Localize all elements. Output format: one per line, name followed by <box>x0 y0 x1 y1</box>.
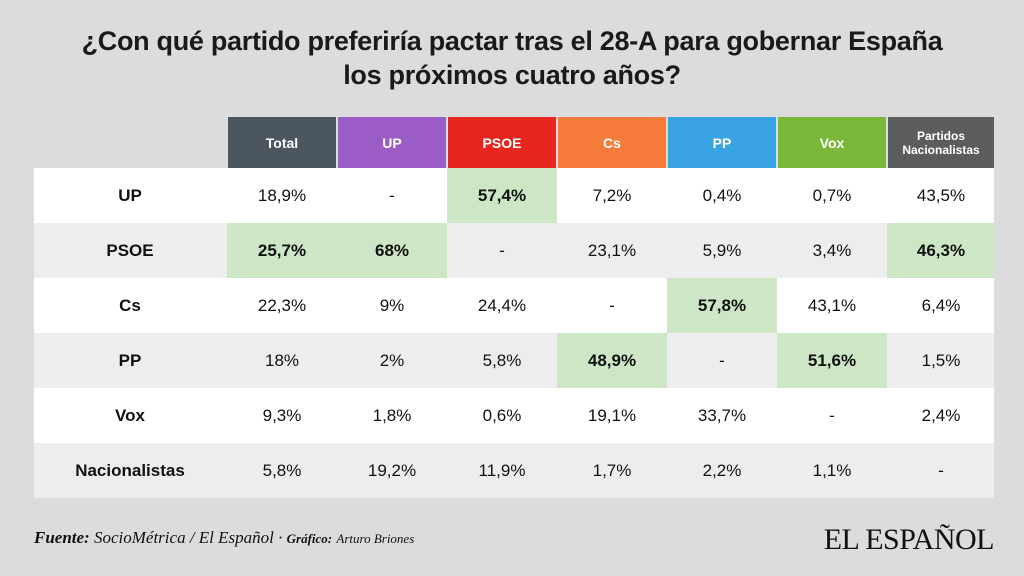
footer-separator: · <box>278 528 283 547</box>
table-cell: 23,1% <box>557 223 667 278</box>
table-cell: 1,8% <box>337 388 447 443</box>
header-corner <box>34 117 227 168</box>
table-cell: 57,4% <box>447 168 557 223</box>
table-cell: 3,4% <box>777 223 887 278</box>
table-row: PP 18% 2% 5,8% 48,9% -51,6% 1,5% <box>34 333 994 388</box>
table-body: UP 18,9% -57,4% 7,2% 0,4% 0,7% 43,5% PSOE 25,7% 6… <box>34 168 994 498</box>
table-cell: - <box>557 278 667 333</box>
table-row: Vox 9,3% 1,8% 0,6% 19,1% 33,7% -2,4% <box>34 388 994 443</box>
table-cell: 2,4% <box>887 388 994 443</box>
title-line-2: los próximos cuatro años? <box>343 60 681 90</box>
row-label: UP <box>34 168 227 223</box>
table-cell: 2% <box>337 333 447 388</box>
table-cell: 2,2% <box>667 443 777 498</box>
column-header-psoe: PSOE <box>446 117 557 168</box>
table-cell: 43,1% <box>777 278 887 333</box>
header-row: Total UP PSOE Cs PP Vox Partidos Nacionalistas <box>34 117 994 168</box>
graphic-text: Arturo Briones <box>336 531 415 546</box>
graphic-label: Gráfico: <box>286 531 333 546</box>
column-header-vox: Vox <box>776 117 887 168</box>
table-cell: - <box>777 388 887 443</box>
source-text: SocioMétrica / El Español <box>93 528 274 547</box>
table-cell: 43,5% <box>887 168 994 223</box>
table-cell: 7,2% <box>557 168 667 223</box>
source-footer: Fuente: SocioMétrica / El Español · Gráf… <box>34 528 414 548</box>
title-line-1: ¿Con qué partido preferiría pactar tras … <box>81 26 943 56</box>
table-row: Nacionalistas 5,8% 19,2% 11,9% 1,7% 2,2% 1,1% - <box>34 443 994 498</box>
table-cell: 0,4% <box>667 168 777 223</box>
table-cell: - <box>447 223 557 278</box>
table-cell: 57,8% <box>667 278 777 333</box>
table-cell: 18,9% <box>227 168 337 223</box>
table-cell: 18% <box>227 333 337 388</box>
el-espanol-logo: EL ESPAÑOL <box>823 523 995 556</box>
table-cell: - <box>667 333 777 388</box>
source-label: Fuente: <box>34 528 90 547</box>
chart-title: ¿Con qué partido preferiría pactar tras … <box>0 24 1024 92</box>
table-cell: 5,8% <box>447 333 557 388</box>
row-label: PSOE <box>34 223 227 278</box>
row-label: Cs <box>34 278 227 333</box>
table-cell: 24,4% <box>447 278 557 333</box>
table-cell: 9% <box>337 278 447 333</box>
table-cell: 19,2% <box>337 443 447 498</box>
row-label: PP <box>34 333 227 388</box>
column-header-partidos-nacionalistas: Partidos Nacionalistas <box>886 117 994 168</box>
table-cell: 51,6% <box>777 333 887 388</box>
table-cell: 33,7% <box>667 388 777 443</box>
table-cell: 1,5% <box>887 333 994 388</box>
column-header-pp: PP <box>666 117 777 168</box>
row-label: Vox <box>34 388 227 443</box>
table-cell: 1,1% <box>777 443 887 498</box>
table-cell: 5,8% <box>227 443 337 498</box>
table-cell: - <box>337 168 447 223</box>
table-cell: 22,3% <box>227 278 337 333</box>
table-cell: 11,9% <box>447 443 557 498</box>
table-cell: - <box>887 443 994 498</box>
table-cell: 5,9% <box>667 223 777 278</box>
table-cell: 46,3% <box>887 223 994 278</box>
table-row: UP 18,9% -57,4% 7,2% 0,4% 0,7% 43,5% <box>34 168 994 223</box>
table-cell: 68% <box>337 223 447 278</box>
results-table: Total UP PSOE Cs PP Vox Partidos Nacionalistas… <box>34 117 994 498</box>
table-cell: 25,7% <box>227 223 337 278</box>
table-cell: 0,6% <box>447 388 557 443</box>
table-cell: 48,9% <box>557 333 667 388</box>
column-header-total: Total <box>226 117 337 168</box>
column-header-up: UP <box>336 117 447 168</box>
table-cell: 1,7% <box>557 443 667 498</box>
table-cell: 9,3% <box>227 388 337 443</box>
table-row: Cs 22,3% 9% 24,4% -57,8% 43,1% 6,4% <box>34 278 994 333</box>
table-cell: 0,7% <box>777 168 887 223</box>
table-row: PSOE 25,7% 68% -23,1% 5,9% 3,4% 46,3% <box>34 223 994 278</box>
row-label: Nacionalistas <box>34 443 227 498</box>
column-header-cs: Cs <box>556 117 667 168</box>
table-cell: 19,1% <box>557 388 667 443</box>
table-cell: 6,4% <box>887 278 994 333</box>
